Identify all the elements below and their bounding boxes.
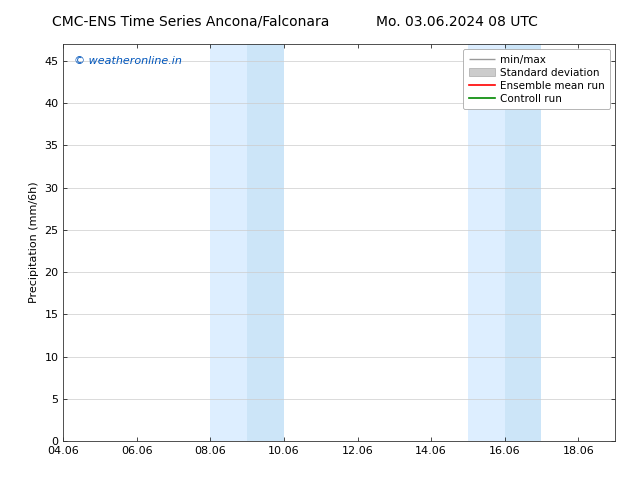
Text: © weatheronline.in: © weatheronline.in (74, 56, 183, 66)
Bar (505, 44, 541, 441)
Text: CMC-ENS Time Series Ancona/Falconara: CMC-ENS Time Series Ancona/Falconara (51, 15, 329, 29)
Legend: min/max, Standard deviation, Ensemble mean run, Controll run: min/max, Standard deviation, Ensemble me… (463, 49, 610, 109)
Bar (210, 44, 247, 441)
Text: Mo. 03.06.2024 08 UTC: Mo. 03.06.2024 08 UTC (375, 15, 538, 29)
Y-axis label: Precipitation (mm/6h): Precipitation (mm/6h) (29, 182, 39, 303)
Bar (247, 44, 284, 441)
Bar (468, 44, 505, 441)
